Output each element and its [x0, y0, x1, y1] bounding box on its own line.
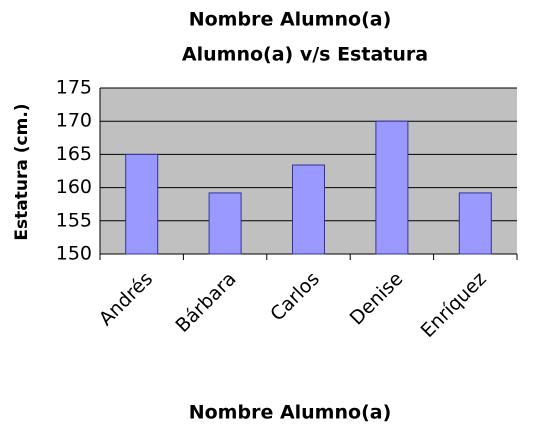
- bar: [375, 120, 409, 255]
- bar: [458, 192, 492, 255]
- y-tick-label: 175: [56, 77, 92, 99]
- x-tick-label: Bárbara: [171, 268, 240, 337]
- y-axis-title: Estatura (cm.): [12, 103, 32, 240]
- y-tick-label: 170: [56, 110, 92, 132]
- chart-subtitle: Alumno(a) v/s Estatura: [182, 44, 428, 66]
- chart-title: Nombre Alumno(a): [189, 9, 392, 31]
- x-tick-label: Enríquez: [417, 268, 491, 342]
- bar: [292, 164, 325, 255]
- x-axis-title: Nombre Alumno(a): [189, 402, 392, 424]
- y-tick-label: 150: [56, 243, 92, 265]
- y-tick-label: 155: [56, 209, 92, 231]
- y-tick-label: 165: [56, 143, 92, 165]
- bar: [208, 192, 242, 255]
- x-tick-label: Andrés: [95, 268, 157, 330]
- x-tick-label: Denise: [346, 268, 408, 330]
- y-tick-label: 160: [56, 176, 92, 198]
- x-tick-label: Carlos: [266, 268, 324, 326]
- bar: [125, 153, 159, 255]
